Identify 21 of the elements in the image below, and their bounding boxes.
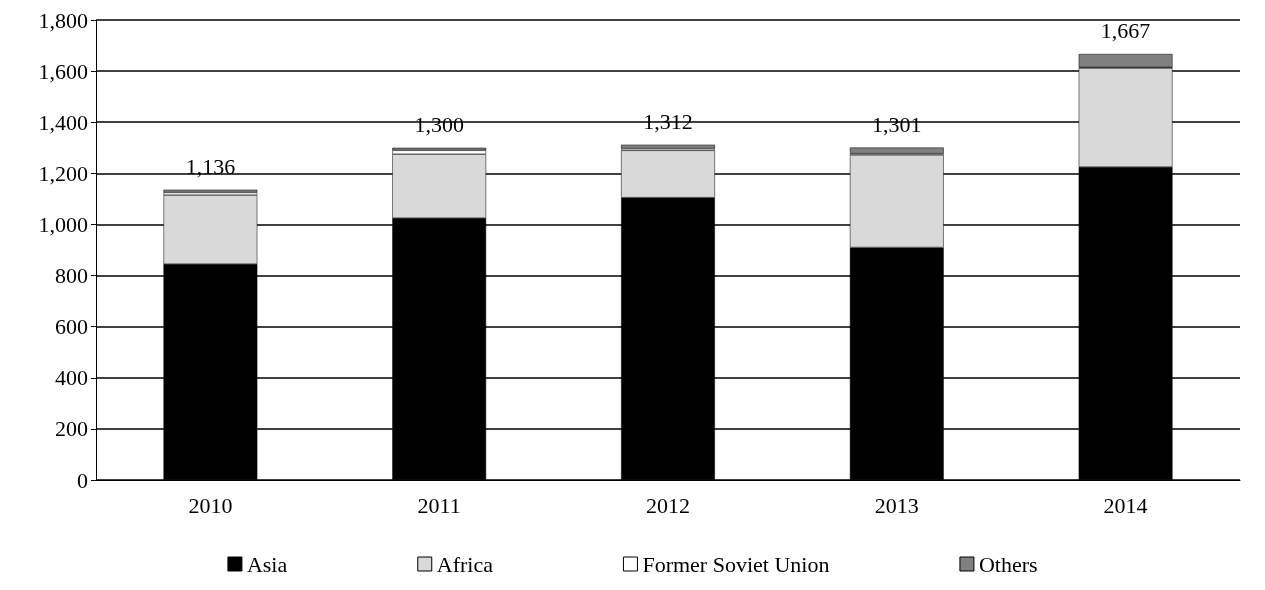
x-tick-label: 2010 [188, 492, 233, 518]
y-tick-label: 0 [77, 467, 88, 493]
total-label: 1,667 [1100, 18, 1151, 44]
legend-label: Former Soviet Union [642, 551, 830, 577]
x-tick-label: 2014 [1103, 492, 1148, 518]
y-tick-label: 600 [55, 314, 88, 340]
y-tick-label: 1,600 [38, 58, 88, 84]
legend-label: Africa [436, 551, 494, 577]
y-tick-label: 1,800 [38, 7, 88, 33]
legend-label: Asia [246, 551, 288, 577]
x-tick-label: 2012 [646, 492, 690, 518]
y-tick-label: 200 [55, 416, 88, 442]
legend-label: Others [978, 551, 1038, 577]
y-tick-label: 400 [55, 365, 88, 391]
x-tick-label: 2013 [874, 492, 919, 518]
total-label: 1,136 [185, 154, 236, 180]
y-tick-label: 1,000 [38, 211, 88, 237]
y-tick-label: 1,400 [38, 109, 88, 135]
y-tick-label: 800 [55, 263, 88, 289]
x-tick-label: 2011 [417, 492, 461, 518]
y-tick-label: 1,200 [38, 160, 88, 186]
